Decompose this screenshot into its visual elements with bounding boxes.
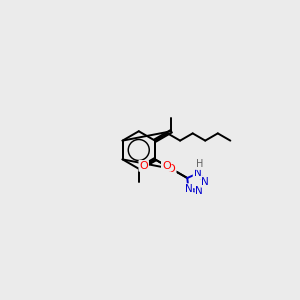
Text: N: N [201,177,209,187]
Text: N: N [184,184,192,194]
Text: H: H [196,159,203,169]
Text: N: N [194,169,201,178]
Text: O: O [167,164,176,174]
Text: N: N [196,186,203,197]
Text: O: O [140,161,148,171]
Text: O: O [162,161,171,171]
